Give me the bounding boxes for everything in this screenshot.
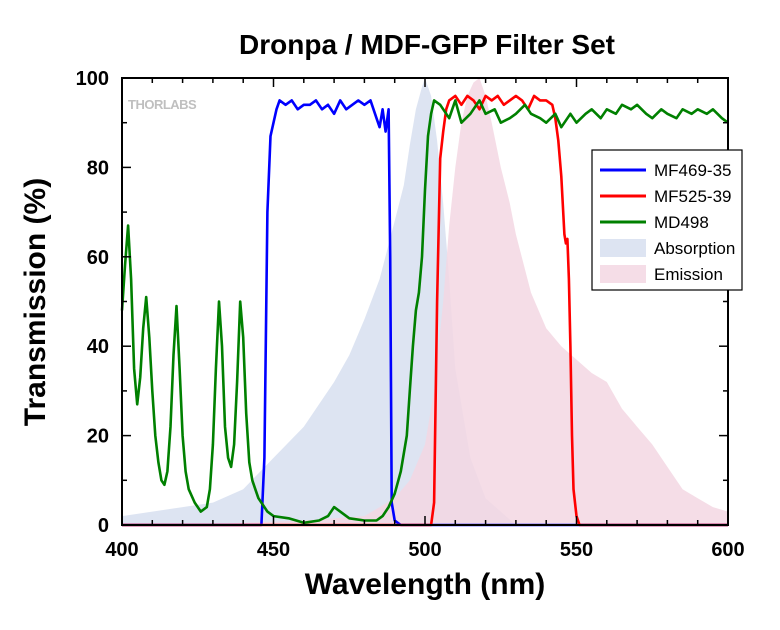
x-tick-label: 500 <box>408 539 441 561</box>
legend-label-mf525-39: MF525-39 <box>654 187 731 206</box>
chart-title: Dronpa / MDF-GFP Filter Set <box>239 29 615 60</box>
series-mf469-35-line <box>122 99 728 527</box>
series-mf525-39-line <box>122 94 728 527</box>
legend: MF469-35 MF525-39 MD498 Absorption Emission <box>591 149 743 291</box>
tick-layer: 400 450 500 550 600 0 20 40 60 80 100 <box>76 68 745 561</box>
x-tick-label: 400 <box>105 539 138 561</box>
thorlabs-watermark: THORLABS <box>128 97 197 112</box>
y-tick-label: 100 <box>76 68 109 90</box>
legend-swatch-absorption <box>600 239 646 257</box>
legend-swatch-emission <box>600 265 646 283</box>
legend-label-absorption: Absorption <box>654 239 735 258</box>
line-layer <box>120 94 729 527</box>
series-md498-line <box>120 99 729 525</box>
y-tick-label: 40 <box>87 336 109 358</box>
legend-label-mf469-35: MF469-35 <box>654 161 731 180</box>
legend-label-emission: Emission <box>654 265 723 284</box>
area-layer <box>122 78 729 525</box>
x-axis-label: Wavelength (nm) <box>305 568 546 601</box>
x-tick-label: 450 <box>257 539 290 561</box>
x-tick-label: 550 <box>560 539 593 561</box>
y-tick-label: 80 <box>87 157 109 179</box>
series-absorption-area <box>122 78 516 525</box>
series-emission-area <box>197 78 729 525</box>
legend-label-md498: MD498 <box>654 213 709 232</box>
y-tick-label: 20 <box>87 426 109 448</box>
y-axis-label: Transmission (%) <box>19 178 52 426</box>
y-tick-label: 0 <box>98 515 109 537</box>
x-tick-label: 600 <box>711 539 744 561</box>
y-tick-label: 60 <box>87 247 109 269</box>
